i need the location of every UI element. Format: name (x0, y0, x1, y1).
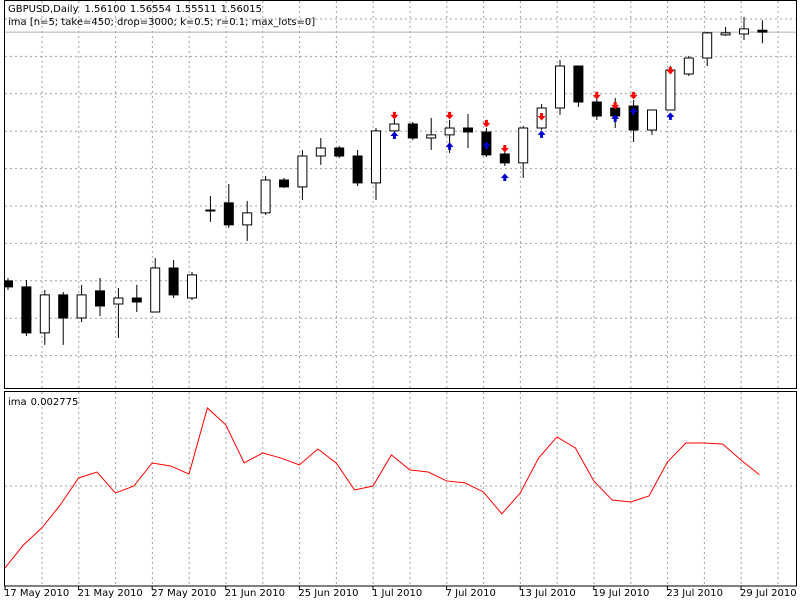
candle-body (702, 32, 713, 59)
sell-arrow (482, 119, 491, 128)
candle-body (573, 65, 584, 103)
candle-body (260, 179, 271, 214)
candle-body (591, 101, 602, 117)
candle-body (58, 294, 69, 319)
indicator-pane-frame (4, 391, 797, 587)
candle-body (426, 134, 437, 139)
sell-arrow (537, 113, 546, 121)
candle-body (518, 127, 529, 164)
indicator-title: ima 0.002775 (8, 397, 78, 408)
candle-body (113, 297, 124, 305)
candle-body (757, 29, 768, 33)
buy-arrow (611, 114, 620, 122)
candle-body (131, 297, 142, 303)
sell-arrow (666, 67, 675, 75)
candle-body (683, 57, 694, 75)
candle-body (555, 65, 565, 109)
candle-body (352, 155, 363, 184)
buy-arrow (537, 130, 546, 138)
sell-arrow (629, 91, 638, 100)
candle-body (371, 130, 381, 184)
candle-body (39, 294, 50, 334)
candle-body (407, 123, 418, 139)
candle-body (297, 155, 308, 188)
x-tick-label: 21 Jun 2010 (225, 588, 285, 599)
candle-body (76, 294, 87, 319)
chart-title: GBPUSD,Daily 1.56100 1.56554 1.55511 1.56015 (8, 4, 262, 15)
buy-arrow (445, 142, 454, 150)
x-tick-label: 23 Jul 2010 (666, 588, 723, 599)
x-tick-label: 17 May 2010 (4, 588, 69, 599)
x-tick-label: 13 Jul 2010 (519, 588, 576, 599)
candle-body (187, 274, 197, 299)
indicator-line (5, 407, 760, 569)
sell-arrow (592, 91, 601, 100)
candle-body (223, 202, 234, 226)
candle-body (168, 267, 179, 296)
x-tick-label: 21 May 2010 (78, 588, 143, 599)
candle-body (21, 286, 32, 334)
x-tick-label: 25 Jun 2010 (298, 588, 358, 599)
buy-arrow (500, 173, 509, 181)
candle-body (95, 290, 105, 307)
candle-body (720, 32, 731, 36)
candle-body (499, 153, 510, 164)
buy-arrow (390, 131, 399, 139)
x-axis: 17 May 2010 21 May 2010 27 May 2010 21 Jun … (4, 586, 797, 599)
candle-body (444, 127, 455, 136)
candle-body (150, 267, 161, 313)
x-tick-label: 1 Jul 2010 (372, 588, 422, 599)
x-tick-label: 7 Jul 2010 (446, 588, 496, 599)
candle-body (665, 69, 676, 111)
candle-body (463, 127, 473, 133)
price-pane (5, 16, 796, 345)
buy-arrow (629, 107, 638, 115)
candle-body (334, 147, 345, 157)
sell-arrow (390, 111, 399, 120)
x-tick-label: 19 Jul 2010 (593, 588, 650, 599)
candle-body (315, 147, 326, 157)
indicator-pane (5, 407, 760, 569)
price-pane-frame (4, 0, 797, 389)
candle-body (389, 123, 400, 132)
candle-body (5, 280, 13, 288)
candle-body (628, 105, 639, 131)
candle-body (647, 109, 657, 131)
buy-arrow (666, 112, 675, 120)
grid (5, 1, 796, 586)
sell-arrow (445, 111, 454, 120)
indicator-params: ima [n=5; take=450; drop=3000; k=0.5; r=… (8, 17, 315, 28)
candle-body (739, 28, 749, 35)
candle-body (205, 209, 216, 212)
candle-body (279, 179, 289, 188)
buy-arrow (482, 141, 491, 149)
sell-arrow (611, 101, 620, 110)
candle-body (242, 212, 253, 226)
sell-arrow (500, 145, 509, 153)
x-tick-label: 27 May 2010 (151, 588, 216, 599)
x-tick-label: 29 Jul 2010 (740, 588, 797, 599)
